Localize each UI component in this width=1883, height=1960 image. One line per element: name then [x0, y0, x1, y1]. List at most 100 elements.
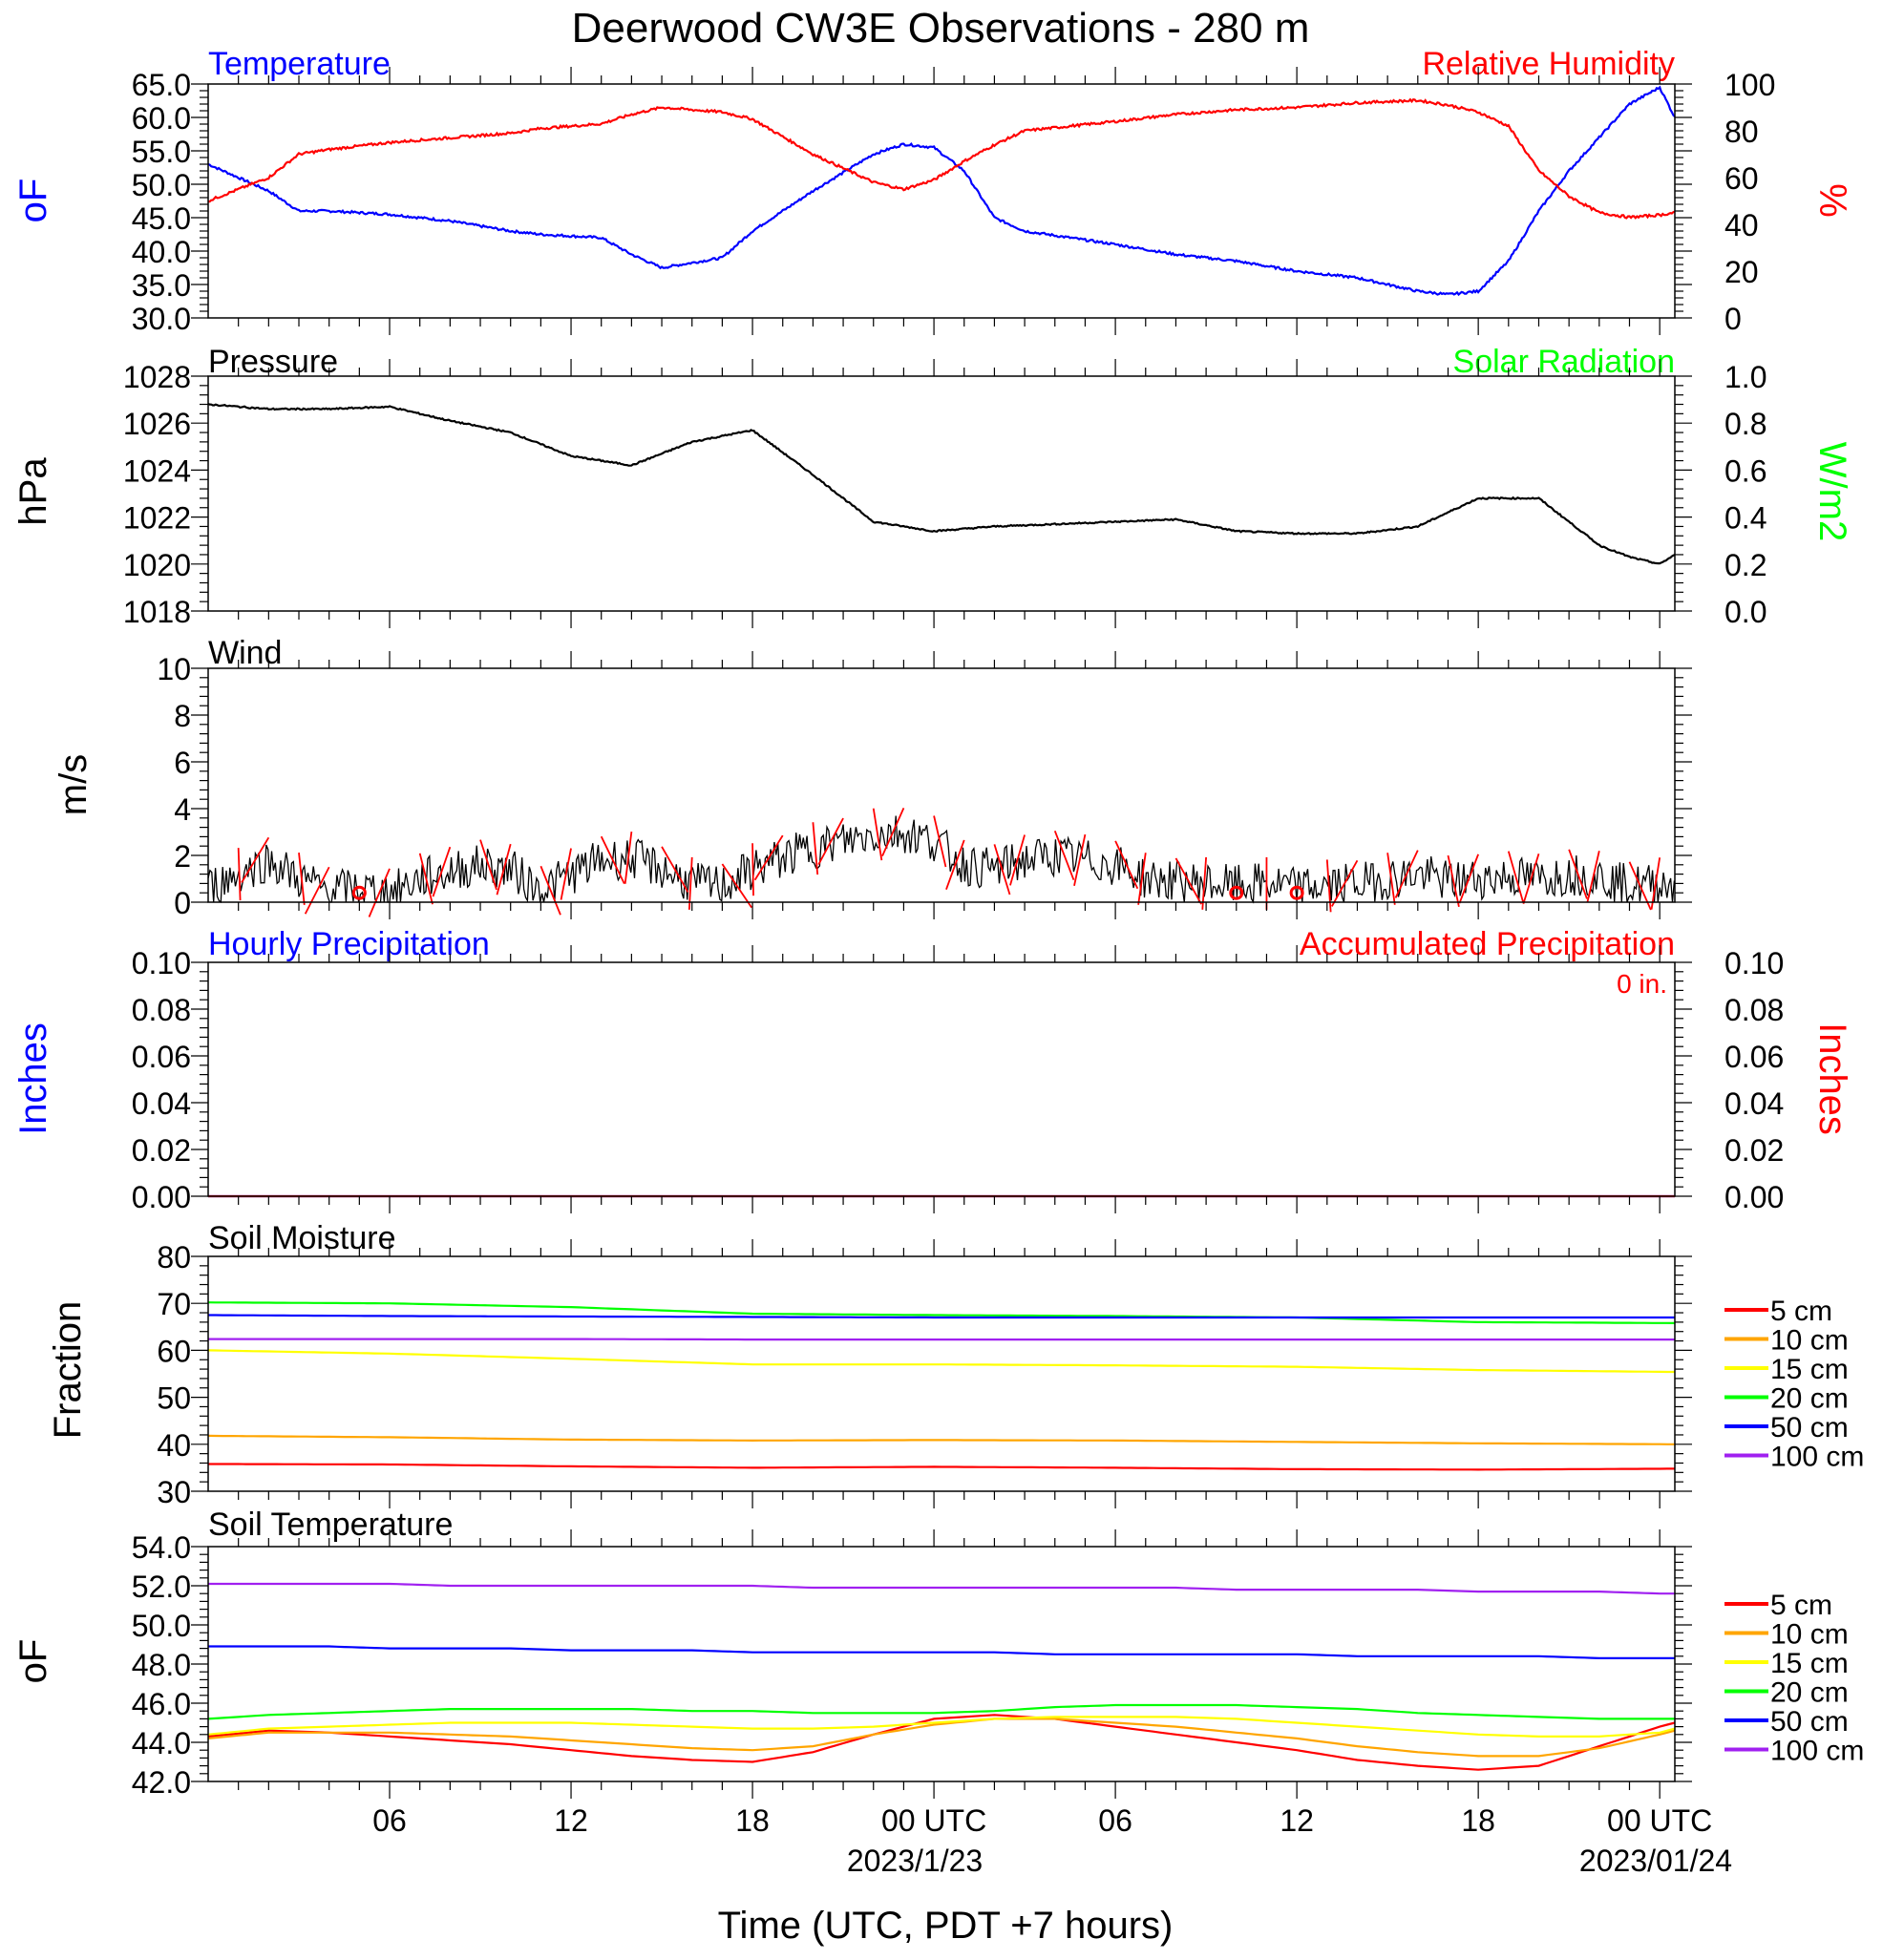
calm-wind-marker [351, 885, 367, 900]
series-line [207, 1716, 1676, 1739]
right-tick-label: 0.06 [1724, 1040, 1784, 1074]
legend-label: 100 cm [1770, 1736, 1864, 1767]
wind-barb [1586, 851, 1600, 903]
pressure-panel: Pressure Solar Radiation hPa W/m2 102810… [12, 344, 1853, 629]
wind-barb [540, 865, 561, 916]
wind-title: Wind [208, 635, 282, 671]
left-tick-label: 0.04 [132, 1086, 191, 1121]
accumulated-precip-title: Accumulated Precipitation [1300, 926, 1675, 962]
accumulated-precip-unit-label: Inches [1811, 1022, 1853, 1135]
wind-barb [812, 822, 819, 875]
left-tick-label: 40 [157, 1428, 191, 1463]
temperature-unit-label: oF [12, 179, 54, 223]
soil-temperature-tick-labels: 54.0 52.0 50.0 48.0 46.0 44.0 42.0 [132, 1530, 191, 1800]
time-tick-label: 18 [1461, 1803, 1495, 1838]
wind-barb [1073, 833, 1087, 886]
right-tick-label: 0.0 [1724, 595, 1767, 629]
right-tick-label: 40 [1724, 208, 1759, 242]
left-tick-label: 60 [157, 1334, 191, 1368]
series-line [208, 1645, 1675, 1660]
solar-tick-labels: 1.0 0.8 0.6 0.4 0.2 0.0 [1724, 360, 1767, 629]
wind-barb [1507, 851, 1524, 902]
wind-barb [237, 848, 242, 901]
soil-moisture-axis-ticks [191, 1239, 1692, 1508]
soil-moisture-panel: Soil Moisture Fraction 80 70 60 50 40 30 5 cm… [47, 1220, 1864, 1509]
wind-barb [624, 832, 633, 884]
left-tick-label: 1020 [123, 548, 191, 582]
humidity-title: Relative Humidity [1422, 46, 1675, 82]
left-tick-label: 70 [157, 1287, 191, 1321]
left-tick-label: 0.08 [132, 993, 191, 1027]
time-tick-label: 06 [1098, 1803, 1132, 1838]
left-tick-label: 40.0 [132, 235, 191, 269]
right-tick-label: 0 [1724, 302, 1742, 336]
right-tick-label: 100 [1724, 68, 1775, 102]
temperature-panel-frame [207, 83, 1676, 319]
wind-barb [1137, 853, 1147, 905]
soil-temperature-title: Soil Temperature [208, 1507, 453, 1543]
left-tick-label: 1022 [123, 501, 191, 536]
legend-label: 20 cm [1770, 1383, 1849, 1415]
left-tick-label: 55.0 [132, 135, 191, 169]
left-tick-label: 30.0 [132, 302, 191, 336]
x-axis-title: Time (UTC, PDT +7 hours) [718, 1905, 1174, 1947]
series-line [207, 85, 1676, 297]
wind-barb [1650, 857, 1661, 910]
time-tick-label: 00 UTC [1607, 1803, 1712, 1838]
soil-temperature-unit-label: oF [12, 1639, 54, 1684]
wind-series [207, 815, 1676, 904]
pressure-tick-labels: 1028 1026 1024 1022 1020 1018 [123, 360, 191, 629]
left-tick-label: 35.0 [132, 268, 191, 303]
humidity-unit-label: % [1811, 183, 1853, 218]
series-line [208, 1338, 1675, 1341]
date-label-1: 2023/1/23 [847, 1844, 983, 1878]
wind-axis-ticks [191, 651, 1692, 919]
left-tick-label: 4 [174, 792, 191, 827]
pressure-unit-label: hPa [12, 457, 54, 526]
left-tick-label: 52.0 [132, 1570, 191, 1604]
series-line [208, 1463, 1675, 1471]
series-line [207, 1301, 1676, 1324]
left-tick-label: 0 [174, 886, 191, 920]
time-tick-label: 18 [735, 1803, 770, 1838]
right-tick-label: 0.4 [1724, 501, 1767, 536]
date-label-2: 2023/01/24 [1579, 1844, 1732, 1878]
left-tick-label: 0.10 [132, 946, 191, 980]
right-tick-label: 0.10 [1724, 946, 1784, 980]
left-tick-label: 80 [157, 1240, 191, 1275]
wind-barb [1394, 850, 1419, 898]
right-tick-label: 80 [1724, 115, 1759, 149]
wind-barb [298, 853, 306, 905]
wind-barb [1009, 834, 1026, 886]
wind-barb [753, 834, 784, 881]
wind-barb [945, 839, 965, 890]
soil-temperature-panel-frame [207, 1546, 1676, 1782]
right-tick-label: 1.0 [1724, 360, 1767, 394]
wind-barb [933, 815, 947, 868]
left-tick-label: 50.0 [132, 168, 191, 202]
left-tick-label: 10 [157, 652, 191, 686]
wind-barb [1325, 859, 1332, 913]
series-line [208, 1314, 1675, 1319]
series-line [207, 402, 1676, 565]
left-tick-label: 1026 [123, 407, 191, 441]
wind-barb [1174, 857, 1202, 905]
legend-label: 10 cm [1770, 1619, 1849, 1651]
left-tick-label: 1018 [123, 595, 191, 629]
time-tick-label: 12 [554, 1803, 588, 1838]
right-tick-label: 0.04 [1724, 1086, 1784, 1121]
time-axis: 06 12 18 00 UTC 06 12 18 00 UTC 2023/1/23 2023/… [372, 1803, 1732, 1947]
wind-barb [1114, 840, 1139, 890]
wind-barb [993, 844, 1011, 896]
wind-barb [1053, 831, 1075, 880]
time-tick-label: 00 UTC [881, 1803, 986, 1838]
humidity-tick-labels: 100 80 60 40 20 0 [1724, 68, 1775, 336]
wind-panel-frame [207, 667, 1676, 903]
wind-barb [600, 835, 625, 885]
legend-label: 20 cm [1770, 1677, 1849, 1709]
legend-label: 15 cm [1770, 1648, 1849, 1679]
wind-barb [688, 856, 693, 910]
pressure-panel-frame [207, 375, 1676, 612]
